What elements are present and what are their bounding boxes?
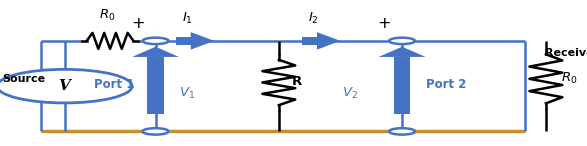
- Text: Port 1: Port 1: [95, 78, 134, 91]
- Text: $R_0$: $R_0$: [561, 71, 577, 86]
- Text: Port 2: Port 2: [426, 78, 466, 91]
- Text: $I_2$: $I_2$: [308, 11, 319, 26]
- Text: $V_2$: $V_2$: [342, 86, 358, 101]
- Polygon shape: [302, 37, 317, 45]
- Text: $I_1$: $I_1$: [182, 11, 193, 26]
- Text: Source: Source: [2, 74, 45, 84]
- Polygon shape: [317, 32, 340, 50]
- Text: V: V: [59, 79, 70, 93]
- Text: $R_0$: $R_0$: [99, 8, 116, 23]
- Circle shape: [389, 128, 415, 135]
- Text: $V_1$: $V_1$: [179, 86, 195, 101]
- Polygon shape: [379, 47, 426, 57]
- Circle shape: [0, 69, 132, 103]
- Polygon shape: [394, 57, 410, 114]
- Circle shape: [389, 38, 415, 44]
- Polygon shape: [176, 37, 191, 45]
- Circle shape: [143, 128, 168, 135]
- Polygon shape: [191, 32, 214, 50]
- Text: R: R: [292, 75, 302, 88]
- Circle shape: [143, 38, 168, 44]
- Polygon shape: [147, 57, 164, 114]
- Text: +: +: [378, 16, 391, 31]
- Text: Receiver: Receiver: [545, 48, 587, 58]
- Polygon shape: [132, 47, 179, 57]
- Text: +: +: [131, 16, 144, 31]
